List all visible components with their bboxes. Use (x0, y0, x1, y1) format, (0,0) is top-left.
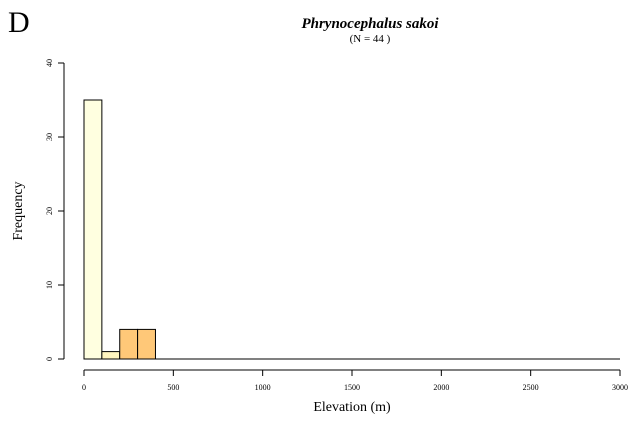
bars-group (83, 99, 156, 360)
x-tick-label: 2500 (523, 383, 539, 392)
y-tick-label: 0 (45, 357, 54, 361)
y-tick-label: 10 (45, 281, 54, 289)
x-tick-label: 0 (82, 383, 86, 392)
x-tick-label: 3000 (612, 383, 628, 392)
x-tick-label: 2000 (433, 383, 449, 392)
x-tick-label: 1000 (255, 383, 271, 392)
panel-label: D (8, 6, 30, 39)
x-tick-label: 1500 (344, 383, 360, 392)
histogram-bar (83, 99, 103, 360)
y-axis-label: Frequency (11, 181, 26, 240)
y-tick-label: 20 (45, 207, 54, 215)
y-tick-label: 40 (45, 59, 54, 67)
x-axis-label: Elevation (m) (313, 400, 391, 415)
chart-subtitle: (N = 44 ) (349, 33, 391, 45)
histogram-bar (101, 351, 121, 360)
x-tick-label: 500 (167, 383, 179, 392)
histogram-bar (137, 328, 156, 360)
y-axis: 0 10 20 30 40 (45, 59, 65, 361)
histogram-bar (119, 328, 139, 360)
y-tick-label: 30 (45, 133, 54, 141)
chart-title: Phrynocephalus sakoi (301, 16, 439, 32)
x-axis: 0 500 1000 1500 2000 2500 3000 (82, 369, 628, 392)
